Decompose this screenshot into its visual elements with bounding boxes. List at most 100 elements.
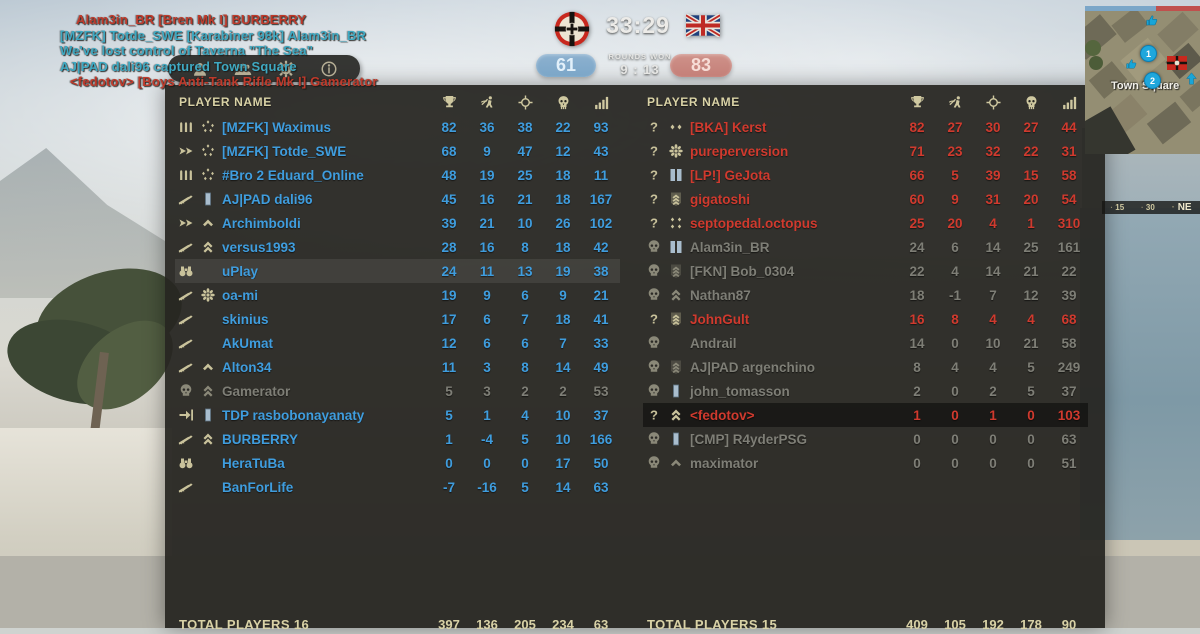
player-row[interactable]: ? <fedotov> 1 0 1 0 103 (643, 403, 1088, 427)
skull-icon (646, 287, 662, 303)
player-row[interactable]: Archimboldi 39 21 10 26 102 (175, 211, 620, 235)
player-row[interactable]: uPlay 24 11 13 19 38 (175, 259, 620, 283)
rank-none-icon (668, 335, 684, 351)
rank-bar-icon (668, 383, 684, 399)
stat-score: 82 (441, 119, 457, 135)
rank-sergeant-icon (668, 311, 684, 327)
objective-marker[interactable]: 2 (1144, 72, 1161, 89)
player-row[interactable]: [FKN] Bob_0304 22 4 14 21 22 (643, 259, 1088, 283)
player-row[interactable]: #Bro 2 Eduard_Online 48 19 25 18 11 (175, 163, 620, 187)
stat-kills: 13 (517, 263, 533, 279)
player-row[interactable]: Andrail 14 0 10 21 58 (643, 331, 1088, 355)
svg-text:?: ? (650, 216, 658, 231)
stat-captures: 9 (951, 191, 959, 207)
player-row[interactable]: Nathan87 18 -1 7 12 39 (643, 283, 1088, 307)
player-row[interactable]: ? gigatoshi 60 9 31 20 54 (643, 187, 1088, 211)
stat-ping: 63 (593, 479, 609, 495)
player-row[interactable]: maximator 0 0 0 0 51 (643, 451, 1088, 475)
stat-captures: 21 (479, 215, 495, 231)
player-row[interactable]: [MZFK] Waximus 82 36 38 22 93 (175, 115, 620, 139)
kill-feed-line: <fedotov> [Boys Anti-Tank Rifle Mk I] Ga… (70, 74, 378, 89)
player-row[interactable]: ? septopedal.octopus 25 20 4 1 310 (643, 211, 1088, 235)
player-name: TDP rasbobonayanaty (222, 407, 365, 423)
player-row[interactable]: [CMP] R4yderPSG 0 0 0 0 63 (643, 427, 1088, 451)
stat-kills: 2 (521, 383, 529, 399)
rifle-icon (178, 191, 194, 207)
player-row[interactable]: AJ|PAD dali96 45 16 21 18 167 (175, 187, 620, 211)
stat-ping: 93 (593, 119, 609, 135)
player-name: [FKN] Bob_0304 (690, 263, 795, 279)
stat-ping: 103 (1057, 407, 1081, 423)
player-row[interactable]: HeraTuBa 0 0 0 17 50 (175, 451, 620, 475)
player-name: [MZFK] Waximus (222, 119, 331, 135)
player-name: Alam3in_BR (690, 239, 770, 255)
player-name-header: PLAYER NAME (179, 95, 272, 109)
stat-ping: 58 (1061, 335, 1077, 351)
player-row[interactable]: versus1993 28 16 8 18 42 (175, 235, 620, 259)
player-row[interactable]: ? [BKA] Kerst 82 27 30 27 44 (643, 115, 1088, 139)
stat-score: 22 (909, 263, 925, 279)
stat-captures: -4 (480, 431, 493, 447)
stat-kills: 1 (989, 407, 997, 423)
player-name: Gamerator (222, 383, 291, 399)
stat-deaths: 21 (1023, 263, 1039, 279)
stat-kills: 25 (517, 167, 533, 183)
player-row[interactable]: AkUmat 12 6 6 7 33 (175, 331, 620, 355)
stat-score: 25 (909, 215, 925, 231)
stat-score: 8 (913, 359, 921, 375)
team-totals-row: TOTAL PLAYERS 15 409 105 192 178 90 (643, 614, 1088, 634)
stat-score: 14 (909, 335, 925, 351)
stat-score: 39 (441, 215, 457, 231)
player-row[interactable]: Alam3in_BR 24 6 14 25 161 (643, 235, 1088, 259)
rifle-icon (178, 239, 194, 255)
stat-ping: 167 (589, 191, 613, 207)
player-row[interactable]: TDP rasbobonayanaty 5 1 4 10 37 (175, 403, 620, 427)
stat-ping: 21 (593, 287, 609, 303)
stat-deaths: 9 (559, 287, 567, 303)
trophy-icon (442, 95, 457, 110)
rank-four-stars-icon (668, 215, 684, 231)
stat-captures: 0 (951, 383, 959, 399)
svg-text:?: ? (650, 408, 658, 423)
player-row[interactable]: [MZFK] Totde_SWE 68 9 47 12 43 (175, 139, 620, 163)
stat-captures: 6 (483, 311, 491, 327)
minimap[interactable]: Town Square 1 2 (1085, 6, 1200, 154)
stat-deaths: 5 (1027, 359, 1035, 375)
player-row[interactable]: Gamerator 5 3 2 2 53 (175, 379, 620, 403)
total-kills: 205 (514, 616, 536, 632)
info-icon[interactable] (320, 60, 338, 78)
stat-kills: 10 (985, 335, 1001, 351)
stat-captures: 23 (947, 143, 963, 159)
kill-feed-line: [MZFK] Totde_SWE [Karabiner 98k] Alam3in… (60, 27, 367, 43)
squad-icon[interactable] (234, 60, 252, 78)
stat-captures: 36 (479, 119, 495, 135)
stat-kills: 4 (989, 359, 997, 375)
stat-score: 19 (441, 287, 457, 303)
player-row[interactable]: ? JohnGult 16 8 4 4 68 (643, 307, 1088, 331)
stat-deaths: 25 (1023, 239, 1039, 255)
stat-deaths: 18 (555, 239, 571, 255)
player-row[interactable]: ? [LP!] GeJota 66 5 39 15 58 (643, 163, 1088, 187)
total-captures: 105 (944, 616, 966, 632)
player-row[interactable]: skinius 17 6 7 18 41 (175, 307, 620, 331)
settings-icon[interactable] (277, 60, 295, 78)
stat-score: 28 (441, 239, 457, 255)
objective-marker[interactable]: 1 (1140, 45, 1157, 62)
player-row[interactable]: Alton34 11 3 8 14 49 (175, 355, 620, 379)
player-row[interactable]: AJ|PAD argenchino 8 4 4 5 249 (643, 355, 1088, 379)
stat-score: 16 (909, 311, 925, 327)
stat-deaths: 18 (555, 167, 571, 183)
player-row[interactable]: oa-mi 19 9 6 9 21 (175, 283, 620, 307)
stat-kills: 0 (521, 455, 529, 471)
stat-kills: 47 (517, 143, 533, 159)
player-icon[interactable] (191, 60, 209, 78)
top-toolbar (168, 55, 360, 82)
minimap-tree (1085, 40, 1101, 56)
player-row[interactable]: BanForLife -7 -16 5 14 63 (175, 475, 620, 499)
stat-ping: 50 (593, 455, 609, 471)
total-captures: 136 (476, 616, 498, 632)
player-row[interactable]: john_tomasson 2 0 2 5 37 (643, 379, 1088, 403)
svg-text:?: ? (650, 144, 658, 159)
player-row[interactable]: BURBERRY 1 -4 5 10 166 (175, 427, 620, 451)
player-row[interactable]: ? pureperversion 71 23 32 22 31 (643, 139, 1088, 163)
